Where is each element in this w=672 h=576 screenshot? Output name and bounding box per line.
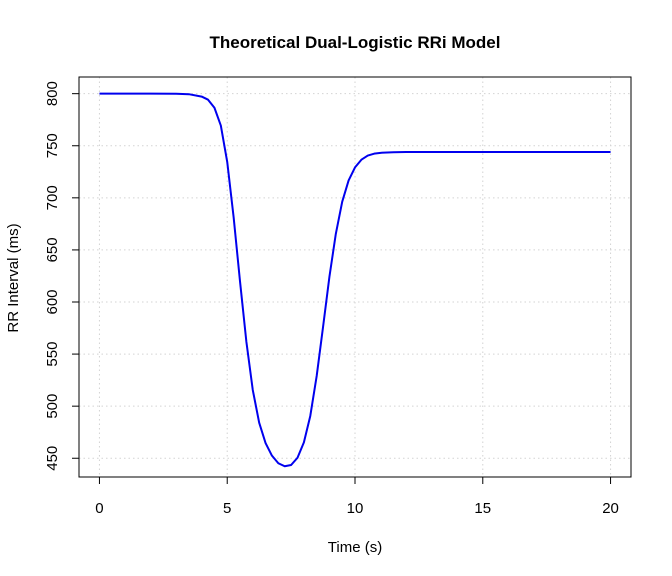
y-tick-label: 700 — [44, 185, 61, 210]
y-tick-label: 550 — [44, 342, 61, 367]
x-tick-label: 10 — [347, 500, 364, 517]
x-axis-label: Time (s) — [328, 539, 382, 556]
y-tick-label: 500 — [44, 394, 61, 419]
y-axis-label: RR Interval (ms) — [5, 223, 22, 332]
y-tick-label: 800 — [44, 81, 61, 106]
x-tick-label: 5 — [223, 500, 231, 517]
x-tick-label: 20 — [602, 500, 619, 517]
chart-title: Theoretical Dual-Logistic RRi Model — [210, 33, 501, 52]
series-line — [99, 92, 611, 468]
y-tick-label: 450 — [44, 446, 61, 471]
y-tick-label: 750 — [44, 133, 61, 158]
y-tick-label: 650 — [44, 237, 61, 262]
x-tick-label: 0 — [95, 500, 103, 517]
y-tick-label: 600 — [44, 289, 61, 314]
x-tick-label: 15 — [474, 500, 491, 517]
